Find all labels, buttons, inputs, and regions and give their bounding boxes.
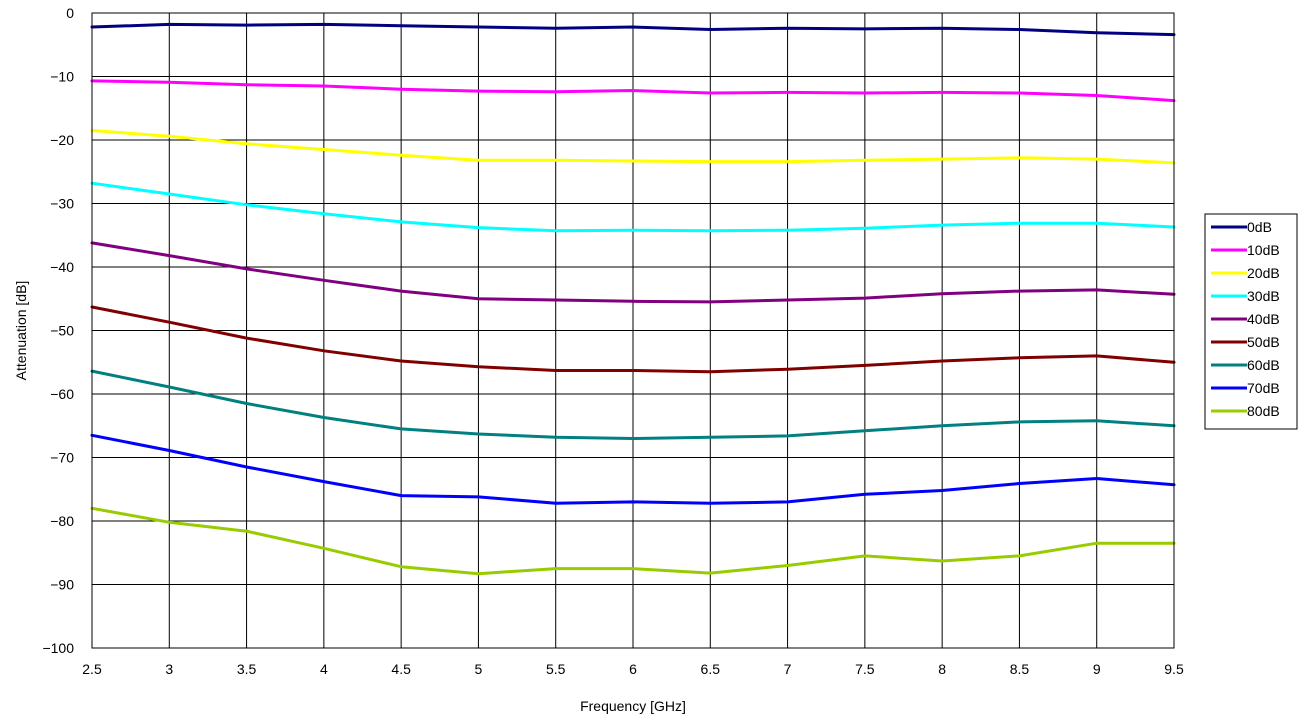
- x-tick-label: 4: [320, 661, 328, 677]
- y-tick-label: −100: [42, 640, 74, 656]
- y-tick-label: 0: [66, 5, 74, 21]
- x-tick-label: 6: [629, 661, 637, 677]
- x-tick-label: 5.5: [546, 661, 566, 677]
- series-line-50dB: [90, 305, 1176, 374]
- series-line-30dB: [90, 181, 1176, 233]
- x-tick-label: 2.5: [82, 661, 102, 677]
- series-layer: [90, 22, 1176, 576]
- legend-label: 20dB: [1247, 265, 1280, 281]
- x-tick-label: 9.5: [1164, 661, 1184, 677]
- legend-label: 0dB: [1247, 219, 1272, 235]
- legend-label: 60dB: [1247, 357, 1280, 373]
- x-tick-label: 7: [784, 661, 792, 677]
- legend-label: 80dB: [1247, 403, 1280, 419]
- x-tick-label: 3.5: [237, 661, 257, 677]
- series-line-80dB: [90, 506, 1176, 576]
- series-line-60dB: [90, 369, 1176, 440]
- y-tick-label: −90: [50, 577, 74, 593]
- legend-label: 30dB: [1247, 288, 1280, 304]
- y-axis-title: Attenuation [dB]: [13, 281, 29, 381]
- x-tick-label: 6.5: [701, 661, 721, 677]
- series-line-0dB: [90, 22, 1176, 37]
- y-tick-label: −60: [50, 386, 74, 402]
- x-tick-label: 4.5: [391, 661, 411, 677]
- y-tick-label: −20: [50, 132, 74, 148]
- legend-label: 70dB: [1247, 380, 1280, 396]
- x-tick-labels: 2.5 3 3.5 4 4.5 5 5.5 6 6.5 7 7.5 8 8.5 9 9.5: [82, 661, 1184, 677]
- y-tick-labels: 0 −10 −20 −30 −40 −50 −60 −70 −80 −90 −100: [42, 5, 74, 656]
- x-tick-label: 8: [938, 661, 946, 677]
- y-tick-label: −40: [50, 259, 74, 275]
- x-tick-label: 8.5: [1010, 661, 1030, 677]
- series-line-70dB: [90, 433, 1176, 505]
- legend-label: 40dB: [1247, 311, 1280, 327]
- y-tick-label: −10: [50, 69, 74, 85]
- x-tick-label: 7.5: [855, 661, 875, 677]
- x-tick-label: 3: [165, 661, 173, 677]
- plot-area-frame: [91, 12, 1175, 649]
- y-tick-label: −30: [50, 196, 74, 212]
- grid-layer: [91, 12, 1175, 649]
- x-tick-label: 9: [1093, 661, 1101, 677]
- legend-label: 50dB: [1247, 334, 1280, 350]
- x-tick-label: 5: [475, 661, 483, 677]
- legend-label: 10dB: [1247, 242, 1280, 258]
- series-line-20dB: [90, 129, 1176, 165]
- y-tick-label: −80: [50, 513, 74, 529]
- series-line-40dB: [90, 241, 1176, 304]
- y-tick-label: −50: [50, 323, 74, 339]
- legend: 0dB 10dB 20dB 30dB 40dB 50dB 60dB 70dB 80dB: [1204, 213, 1298, 430]
- y-tick-label: −70: [50, 450, 74, 466]
- x-axis-title: Frequency [GHz]: [580, 698, 686, 714]
- series-line-10dB: [90, 79, 1176, 103]
